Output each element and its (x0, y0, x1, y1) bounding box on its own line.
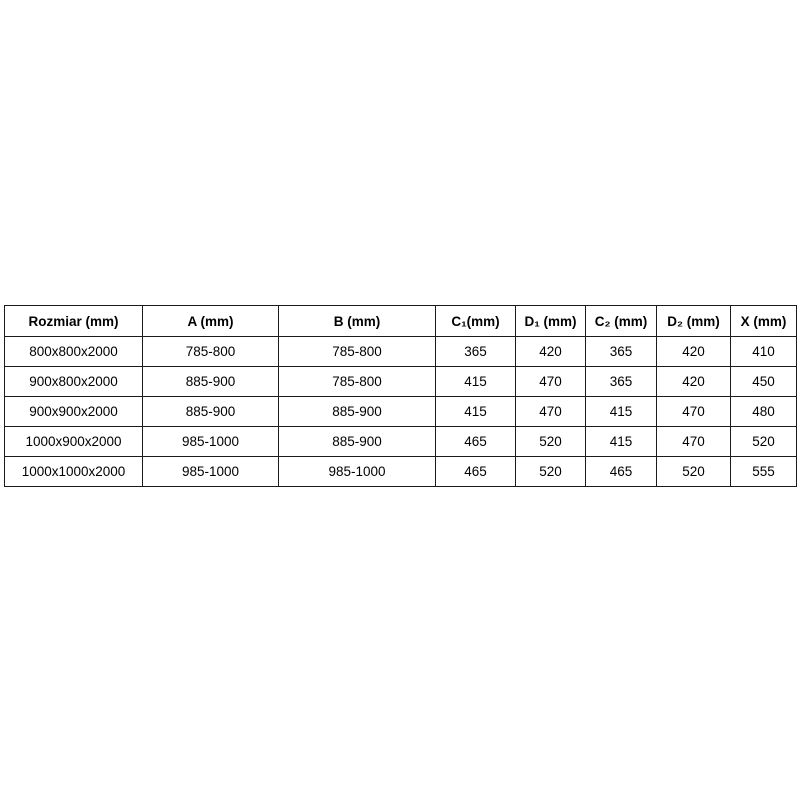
table-row: 800x800x2000 785-800 785-800 365 420 365… (4, 336, 797, 367)
table-cell-d1: 470 (515, 396, 586, 427)
column-header-rozmiar: Rozmiar (mm) (4, 305, 143, 337)
table-cell-c2: 415 (585, 396, 657, 427)
table-cell-rozmiar: 1000x1000x2000 (4, 456, 143, 487)
table-cell-c1: 365 (435, 336, 516, 367)
dimensions-table: Rozmiar (mm) A (mm) B (mm) C₁(mm) D₁ (mm… (4, 305, 797, 487)
table-cell-c2: 465 (585, 456, 657, 487)
table-cell-d2: 470 (656, 426, 731, 457)
table-cell-b: 885-900 (278, 396, 436, 427)
table-cell-d1: 520 (515, 456, 586, 487)
table-cell-b: 885-900 (278, 426, 436, 457)
table-row: 1000x900x2000 985-1000 885-900 465 520 4… (4, 426, 797, 457)
table-cell-a: 785-800 (142, 336, 279, 367)
column-header-c1: C₁(mm) (435, 305, 516, 337)
column-header-d2: D₂ (mm) (656, 305, 731, 337)
table-cell-c1: 465 (435, 426, 516, 457)
table-cell-b: 985-1000 (278, 456, 436, 487)
table-cell-a: 885-900 (142, 396, 279, 427)
table-cell-x: 450 (730, 366, 797, 397)
table-cell-b: 785-800 (278, 366, 436, 397)
table-cell-x: 410 (730, 336, 797, 367)
column-header-a: A (mm) (142, 305, 279, 337)
table-cell-c2: 365 (585, 366, 657, 397)
table-cell-d2: 420 (656, 336, 731, 367)
table-cell-d2: 520 (656, 456, 731, 487)
table-row: 900x900x2000 885-900 885-900 415 470 415… (4, 396, 797, 427)
table-cell-x: 555 (730, 456, 797, 487)
table-cell-c1: 465 (435, 456, 516, 487)
table-cell-a: 885-900 (142, 366, 279, 397)
table-row: 900x800x2000 885-900 785-800 415 470 365… (4, 366, 797, 397)
column-header-d1: D₁ (mm) (515, 305, 586, 337)
table-cell-b: 785-800 (278, 336, 436, 367)
column-header-x: X (mm) (730, 305, 797, 337)
table-cell-rozmiar: 900x800x2000 (4, 366, 143, 397)
column-header-c2: C₂ (mm) (585, 305, 657, 337)
table-cell-d1: 470 (515, 366, 586, 397)
table-cell-rozmiar: 1000x900x2000 (4, 426, 143, 457)
table-cell-d1: 520 (515, 426, 586, 457)
table-cell-x: 520 (730, 426, 797, 457)
table-cell-d2: 420 (656, 366, 731, 397)
table-cell-c1: 415 (435, 396, 516, 427)
table-cell-c2: 415 (585, 426, 657, 457)
table-cell-a: 985-1000 (142, 456, 279, 487)
table-cell-d2: 470 (656, 396, 731, 427)
table-cell-c2: 365 (585, 336, 657, 367)
column-header-b: B (mm) (278, 305, 436, 337)
table-cell-rozmiar: 900x900x2000 (4, 396, 143, 427)
table-cell-rozmiar: 800x800x2000 (4, 336, 143, 367)
table-cell-c1: 415 (435, 366, 516, 397)
table-row: 1000x1000x2000 985-1000 985-1000 465 520… (4, 456, 797, 487)
table-cell-d1: 420 (515, 336, 586, 367)
table-cell-x: 480 (730, 396, 797, 427)
header-row: Rozmiar (mm) A (mm) B (mm) C₁(mm) D₁ (mm… (4, 305, 797, 337)
table-cell-a: 985-1000 (142, 426, 279, 457)
